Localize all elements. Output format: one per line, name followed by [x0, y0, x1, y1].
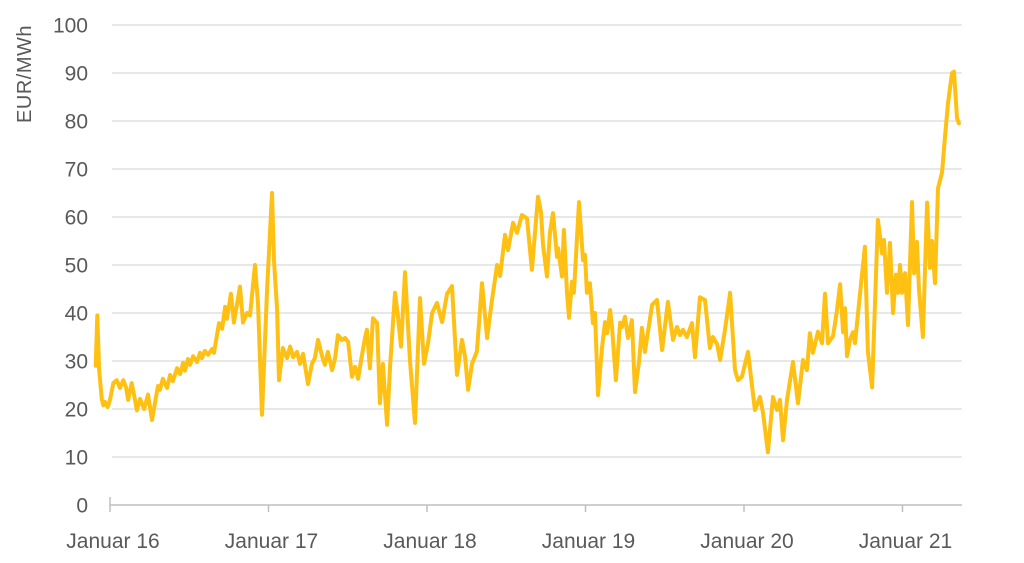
- gridlines: [112, 24, 962, 458]
- x-tick-label: Januar 20: [700, 530, 793, 553]
- y-tick-label: 90: [65, 63, 88, 86]
- y-tick-label: 100: [53, 15, 88, 38]
- y-tick-label: 10: [65, 447, 88, 470]
- y-tick-label: 60: [65, 207, 88, 230]
- y-tick-label: 40: [65, 303, 88, 326]
- x-tick-label: Januar 19: [542, 530, 635, 553]
- y-tick-label: 70: [65, 159, 88, 182]
- price-line: [93, 69, 961, 455]
- x-tick-label: Januar 21: [859, 530, 952, 553]
- y-tick-label: 50: [65, 255, 88, 278]
- y-tick-label: 20: [65, 399, 88, 422]
- x-axis-tick-labels: Januar 16 Januar 17 Januar 18 Januar 19 Janu…: [66, 530, 952, 553]
- x-tick-label: Januar 17: [225, 530, 318, 553]
- y-tick-label: 80: [65, 111, 88, 134]
- y-tick-label: 30: [65, 351, 88, 374]
- price-line-series: [93, 69, 961, 455]
- y-tick-label: 0: [76, 495, 88, 518]
- x-tick-label: Januar 18: [383, 530, 476, 553]
- x-axis: [109, 497, 962, 512]
- y-axis-tick-labels: 0 10 20 30 40 50 60 70 80 90 100: [53, 15, 88, 518]
- x-tick-label: Januar 16: [66, 530, 159, 553]
- y-axis-title: EUR/MWh: [14, 25, 36, 123]
